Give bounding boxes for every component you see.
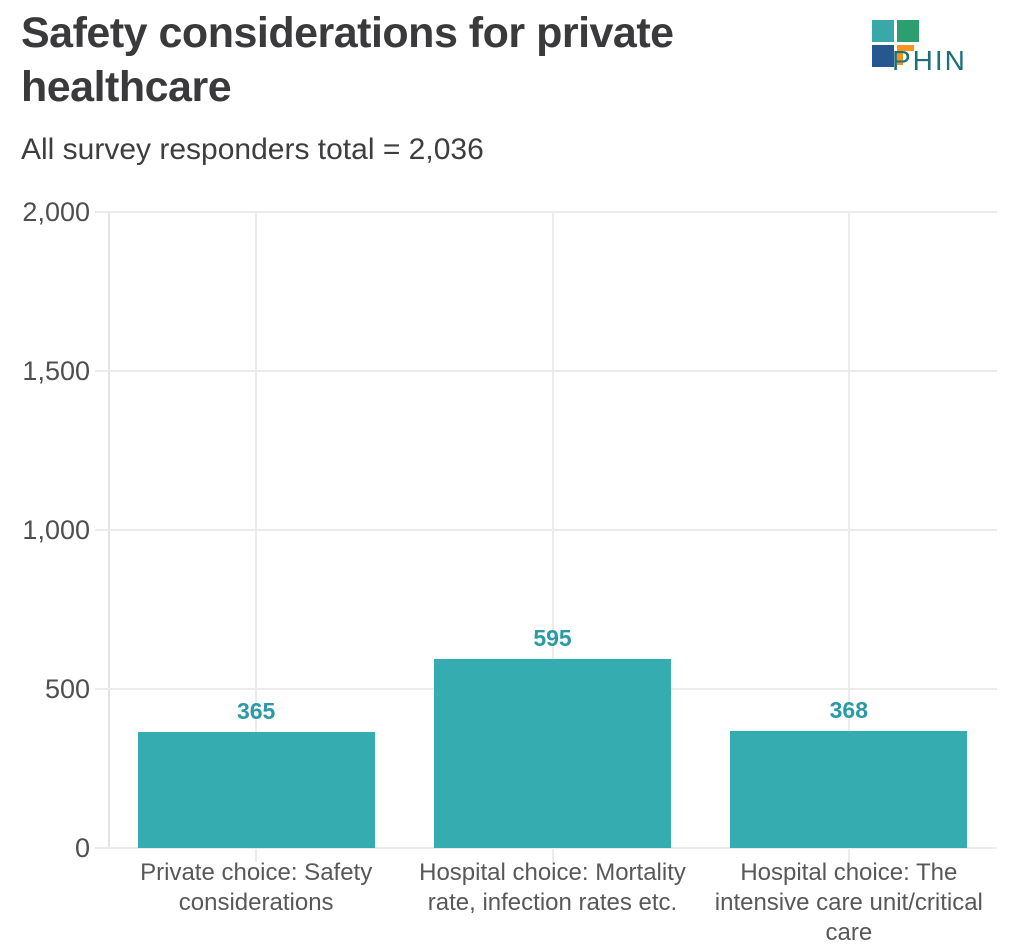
- y-axis-label: 0: [74, 833, 90, 863]
- gridline-v: [551, 212, 554, 862]
- logo-teal-square-icon: [872, 20, 894, 42]
- logo-blue-square-icon: [872, 45, 894, 67]
- x-category-label: Hospital choice: Mortality rate, infecti…: [419, 859, 686, 916]
- bar-value-label: 595: [533, 624, 572, 651]
- bar-chart-plot-area: 0 500 1,000 1,500 2,000 365 Private choice: Sa…: [22, 197, 997, 946]
- y-axis-label: 2,000: [22, 197, 90, 227]
- gridline-v: [847, 212, 850, 862]
- y-axis-label: 1,500: [22, 356, 90, 386]
- page-title: Safety considerations for private health…: [21, 9, 674, 111]
- gridline-h: [95, 370, 997, 372]
- gridline-h: [95, 847, 997, 849]
- bar-value-label: 368: [829, 696, 869, 723]
- x-category-label: Private choice: Safety considerations: [140, 859, 373, 916]
- chart-subtitle: All survey responders total = 2,036: [21, 133, 484, 166]
- logo-orange-corner-icon: [897, 45, 914, 65]
- logo-green-square-icon: [897, 20, 919, 42]
- y-axis-label: 1,000: [22, 515, 90, 545]
- bar: [433, 658, 672, 848]
- bar: [137, 731, 375, 848]
- logo-text: PHIN: [892, 45, 967, 76]
- gridline-h: [95, 211, 997, 213]
- phin-logo: PHIN: [870, 16, 1000, 78]
- bar-value-label: 365: [236, 697, 276, 724]
- x-category-label: Hospital choice: The intensive care unit…: [714, 859, 983, 946]
- gridline-v: [255, 212, 258, 862]
- y-axis-label: 500: [44, 674, 90, 704]
- bar: [730, 730, 968, 848]
- gridline-h: [95, 529, 997, 531]
